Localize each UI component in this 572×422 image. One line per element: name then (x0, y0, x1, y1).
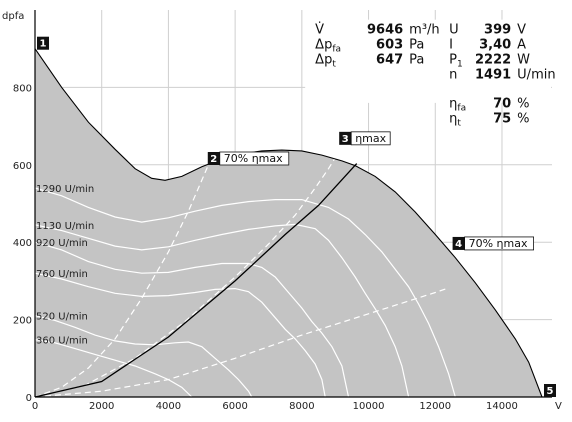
speed-curve (34, 187, 456, 398)
marker-box (339, 131, 352, 145)
x-axis-label: V (555, 401, 562, 412)
eta-line (34, 157, 336, 398)
op-unit: Pa (409, 53, 424, 68)
marker-label-box (350, 131, 391, 146)
op-value: 603 (376, 38, 403, 53)
op-value: 3,40 (479, 38, 511, 53)
speed-curve-label: 360 U/min (36, 336, 88, 347)
x-tick-label: 0 (32, 401, 38, 412)
speed-curve (34, 339, 193, 398)
marker-2: 2 70% ηmax (207, 151, 290, 166)
marker-box (452, 236, 465, 250)
x-tick-label: 8000 (289, 401, 314, 412)
op-symbol: V̇ (315, 22, 324, 37)
marker-label-box (219, 151, 290, 166)
y-axis-label: dpfa (2, 11, 24, 22)
op-panel-bg (305, 19, 551, 103)
op-value: 70 (493, 97, 511, 112)
speed-curve (34, 315, 253, 398)
op-value: 1491 (475, 68, 511, 83)
marker-number: 1 (40, 39, 47, 50)
speed-curve (34, 272, 326, 398)
op-unit: % (517, 112, 529, 127)
marker-4: 4 70% ηmax (452, 236, 535, 251)
system-curve (34, 163, 358, 398)
op-value: 9646 (367, 23, 403, 38)
op-value: 647 (376, 53, 403, 68)
axes (34, 10, 552, 398)
op-symbol-subscript: t (457, 119, 461, 129)
op-unit: V (517, 23, 526, 38)
op-unit: W (517, 53, 530, 68)
marker-label: ηmax (355, 132, 386, 145)
marker-label: 70% ηmax (469, 237, 528, 250)
x-tick-label: 4000 (156, 401, 181, 412)
x-tick-label: 10000 (353, 401, 385, 412)
op-symbol: n (449, 68, 457, 83)
y-tick-label: 0 (26, 393, 32, 404)
marker-5: 5 (543, 384, 556, 397)
efficiency-lines (34, 157, 449, 398)
op-symbol: ηt (449, 112, 461, 129)
y-tick-label: 800 (13, 83, 32, 94)
op-unit: A (517, 38, 526, 53)
speed-curve-label: 760 U/min (36, 269, 88, 280)
markers: 1 2 70% ηmax 3 ηmax 4 70% ηmax 5 (37, 36, 556, 397)
marker-number: 3 (342, 134, 349, 145)
op-unit: m³/h (409, 23, 440, 38)
marker-3: 3 ηmax (339, 131, 391, 146)
speed-curve-label: 520 U/min (36, 312, 88, 323)
op-value: 399 (484, 23, 511, 38)
speed-curve-label: 920 U/min (36, 238, 88, 249)
x-tick-label: 6000 (222, 401, 247, 412)
marker-box (207, 151, 220, 165)
marker-box (543, 384, 556, 397)
x-tick-label: 14000 (486, 401, 518, 412)
speed-curve (34, 223, 410, 398)
op-symbol: U (449, 23, 459, 38)
op-value: 75 (493, 112, 511, 127)
op-unit: % (517, 97, 529, 112)
marker-number: 5 (547, 386, 554, 397)
op-symbol: Δpt (315, 53, 336, 70)
y-tick-label: 600 (13, 161, 32, 172)
speed-curve-label: 1290 U/min (36, 184, 94, 195)
op-value: 2222 (475, 53, 511, 68)
marker-label: 70% ηmax (224, 152, 283, 165)
marker-label-box (464, 236, 535, 251)
op-symbol: I (449, 38, 453, 53)
marker-1: 1 (37, 36, 49, 50)
op-unit: Pa (409, 38, 424, 53)
envelope-curve (34, 48, 543, 398)
op-symbol-subscript: fa (332, 45, 341, 55)
op-symbol-subscript: fa (457, 104, 466, 114)
speed-labels: 1290 U/min 1130 U/min 920 U/min 760 U/min 52… (36, 184, 94, 347)
y-tick-label: 400 (13, 238, 32, 249)
marker-number: 4 (455, 239, 462, 250)
op-symbol-subscript: t (332, 60, 336, 70)
x-tick-label: 2000 (89, 401, 114, 412)
speed-curve (34, 241, 350, 398)
eta-line (34, 158, 213, 398)
op-symbol-subscript: 1 (457, 60, 463, 70)
op-unit: U/min (517, 68, 555, 83)
y-tick-label: 200 (13, 316, 32, 327)
speed-curves (34, 187, 456, 398)
eta-line (34, 287, 449, 398)
x-tick-label: 12000 (419, 401, 451, 412)
tick-labels: 0 2000 4000 6000 8000 10000 12000 14000 0 200 400 6… (2, 11, 562, 412)
speed-curve-label: 1130 U/min (36, 221, 94, 232)
marker-box (37, 36, 49, 50)
marker-number: 2 (210, 154, 217, 165)
